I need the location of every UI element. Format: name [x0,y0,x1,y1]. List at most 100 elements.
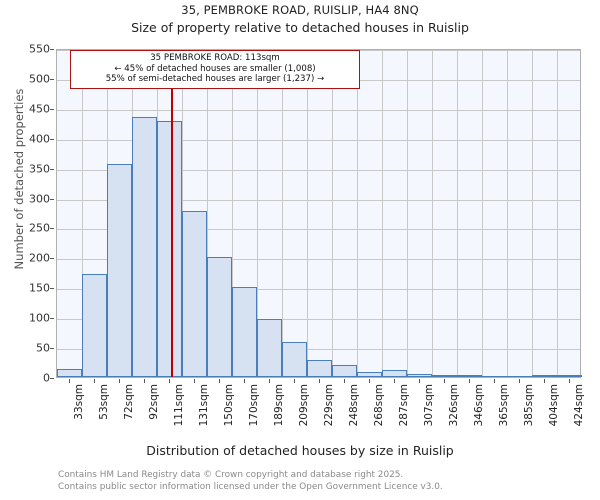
y-axis-tick-label: 400 [29,132,50,146]
x-axis-tick-mark [143,379,145,383]
annotation-line-2: ← 45% of detached houses are smaller (1,… [114,63,316,74]
bar [407,374,432,377]
y-axis-tick-label: 150 [29,281,50,295]
x-axis-tick-mark [493,379,495,383]
bar [357,371,382,377]
x-axis-tick-label: 229sqm [322,384,335,427]
x-axis-tick-mark [243,379,245,383]
x-axis-tick-label: 326sqm [447,384,460,427]
x-axis-title: Distribution of detached houses by size … [146,443,454,458]
chart-title-subtitle: Size of property relative to detached ho… [131,20,469,35]
x-axis-tick-label: 131sqm [197,384,210,427]
x-axis-tick-label: 385sqm [522,384,535,427]
x-axis-tick-label: 365sqm [497,384,510,427]
bar [57,368,82,377]
bar-series [57,50,582,377]
property-marker-line [171,50,173,377]
bar [157,120,182,377]
x-axis-tick-mark [443,379,445,383]
footer-line-2: Contains public sector information licen… [58,482,443,493]
bar [182,210,207,377]
y-axis-tick-mark [50,78,54,80]
footer-line-1: Contains HM Land Registry data © Crown c… [58,470,404,480]
x-axis-tick-label: 33sqm [72,384,85,420]
x-axis-tick-mark [393,379,395,383]
y-axis-tick-mark [50,168,54,170]
y-axis-tick-label: 350 [29,162,50,176]
y-axis-tick-mark [50,198,54,200]
x-axis-tick-mark [268,379,270,383]
bar [332,365,357,377]
x-axis-tick-mark [568,379,570,383]
bar [107,164,132,377]
y-axis-tick-label: 50 [36,341,50,355]
y-axis-tick-label: 250 [29,221,50,235]
y-axis-tick-label: 450 [29,102,50,116]
bar [207,257,232,377]
y-axis-tick-label: 200 [29,251,50,265]
x-axis-tick-mark [293,379,295,383]
x-axis-tick-label: 346sqm [472,384,485,427]
y-axis-tick-mark [50,228,54,230]
x-axis-tick-mark [168,379,170,383]
x-axis-tick-mark [68,379,70,383]
annotation-box: 35 PEMBROKE ROAD: 113sqm ← 45% of detach… [70,50,360,90]
x-axis-tick-label: 170sqm [247,384,260,427]
x-axis-tick-mark [468,379,470,383]
chart-title-address: 35, PEMBROKE ROAD, RUISLIP, HA4 8NQ [181,3,419,17]
bar [557,375,582,377]
x-axis-tick-mark [318,379,320,383]
x-axis-tick-label: 248sqm [347,384,360,427]
x-axis-tick-label: 404sqm [547,384,560,427]
x-axis-tick-label: 150sqm [222,384,235,427]
x-axis-tick-label: 268sqm [372,384,385,427]
y-axis-tick-mark [50,288,54,290]
x-axis-tick-mark [343,379,345,383]
bar [282,342,307,377]
x-axis-tick-mark [218,379,220,383]
x-axis-tick-mark [93,379,95,383]
x-axis-tick-mark [543,379,545,383]
bar [382,369,407,377]
y-axis-tick-label: 550 [29,42,50,56]
y-axis-tick-mark [50,108,54,110]
bar [457,375,482,377]
x-axis-tick-mark [518,379,520,383]
bar [432,375,457,377]
x-axis-tick-label: 307sqm [422,384,435,427]
x-axis-tick-label: 209sqm [297,384,310,427]
y-axis-tick-mark [50,318,54,320]
bar [482,376,507,377]
y-axis-ticks: 0 50 100 150 200 250 300 350 400 450 500 550 [0,43,54,385]
y-axis-tick-label: 100 [29,311,50,325]
x-axis-tick-mark [368,379,370,383]
bar [82,274,107,377]
y-axis-tick-label: 300 [29,192,50,206]
x-axis-tick-label: 72sqm [122,384,135,420]
y-axis-tick-mark [50,348,54,350]
bar [257,318,282,377]
x-axis-tick-label: 287sqm [397,384,410,427]
annotation-line-3: 55% of semi-detached houses are larger (… [105,74,325,85]
y-axis-tick-mark [50,49,54,50]
bar [232,287,257,377]
x-axis-tick-label: 111sqm [172,384,185,427]
x-axis-tick-mark [418,379,420,383]
x-axis-tick-label: 92sqm [147,384,160,420]
bar [307,359,332,377]
x-axis-tick-mark [193,379,195,383]
bar [132,116,157,377]
y-axis-tick-label: 0 [43,371,50,385]
x-axis-tick-label: 53sqm [97,384,110,420]
y-axis-tick-label: 500 [29,72,50,86]
y-axis-tick-mark [50,138,54,140]
plot-area [56,49,582,378]
footer-attribution: Contains HM Land Registry data © Crown c… [58,469,598,493]
x-axis-tick-mark [118,379,120,383]
annotation-line-1: 35 PEMBROKE ROAD: 113sqm [150,53,280,63]
x-axis-ticks [56,379,581,387]
bar [507,376,532,377]
x-axis-tick-label: 189sqm [272,384,285,427]
y-axis-tick-mark [50,378,54,379]
